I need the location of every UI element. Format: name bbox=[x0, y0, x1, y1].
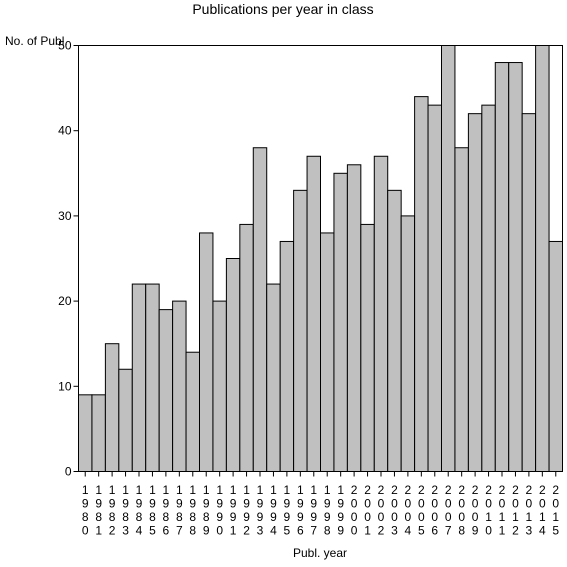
bar-1982 bbox=[104, 343, 120, 473]
bar-2006 bbox=[427, 104, 442, 472]
bar-2013 bbox=[521, 113, 537, 472]
bar-2008 bbox=[454, 147, 469, 473]
y-tick-label: 30 bbox=[58, 209, 72, 223]
bar-2009 bbox=[467, 113, 483, 472]
bar-1986 bbox=[158, 309, 174, 472]
bar-2002 bbox=[373, 155, 389, 472]
bar-1988 bbox=[185, 351, 201, 472]
bar-2015 bbox=[548, 240, 563, 472]
x-axis-label: Publ. year bbox=[293, 546, 347, 560]
y-tick-label: 40 bbox=[58, 124, 72, 138]
bar-2010 bbox=[481, 104, 496, 472]
bar-1998 bbox=[320, 232, 335, 472]
bar-2012 bbox=[508, 62, 523, 472]
bar-2001 bbox=[360, 223, 375, 472]
bar-1992 bbox=[239, 223, 254, 472]
bar-1991 bbox=[225, 258, 241, 472]
bar-1985 bbox=[145, 283, 160, 472]
bar-1994 bbox=[266, 283, 281, 472]
bar-2003 bbox=[387, 189, 402, 472]
y-axis-label: No. of Publ. bbox=[5, 34, 68, 48]
bar-2007 bbox=[441, 45, 456, 472]
y-tick-label: 50 bbox=[58, 39, 72, 53]
y-axis: 0 10 20 30 40 50 bbox=[58, 39, 79, 479]
bar-1990 bbox=[212, 300, 227, 472]
bar-2014 bbox=[535, 45, 550, 472]
y-tick-label: 20 bbox=[58, 294, 72, 308]
plot-frame bbox=[78, 45, 563, 472]
chart-title: Publications per year in class bbox=[192, 1, 373, 17]
bar-1989 bbox=[199, 232, 214, 472]
bar-1995 bbox=[279, 240, 295, 472]
bar-2005 bbox=[414, 96, 429, 473]
bar-1984 bbox=[131, 283, 147, 472]
bar-1999 bbox=[333, 172, 348, 473]
bar-1987 bbox=[172, 300, 187, 472]
bar-1996 bbox=[293, 189, 308, 472]
bar-2000 bbox=[346, 164, 362, 472]
y-tick-label: 10 bbox=[58, 379, 72, 393]
bar-series bbox=[78, 45, 563, 473]
bar-1980 bbox=[78, 394, 93, 473]
y-tick-label: 0 bbox=[65, 465, 72, 479]
bar-1993 bbox=[252, 147, 268, 473]
bar-1983 bbox=[118, 368, 133, 473]
x-axis: 1 9 8 0 1 9 8 1 1 9 8 2 1 9 8 3 1 9 8 4 1 9 8 5 1 9 8 6 1 9 8 7 1 9 8 8 1 9 8 9… bbox=[82, 471, 559, 538]
bar-2004 bbox=[400, 215, 416, 472]
bar-1981 bbox=[91, 394, 106, 473]
bar-1997 bbox=[306, 155, 321, 472]
bar-2011 bbox=[494, 62, 510, 472]
